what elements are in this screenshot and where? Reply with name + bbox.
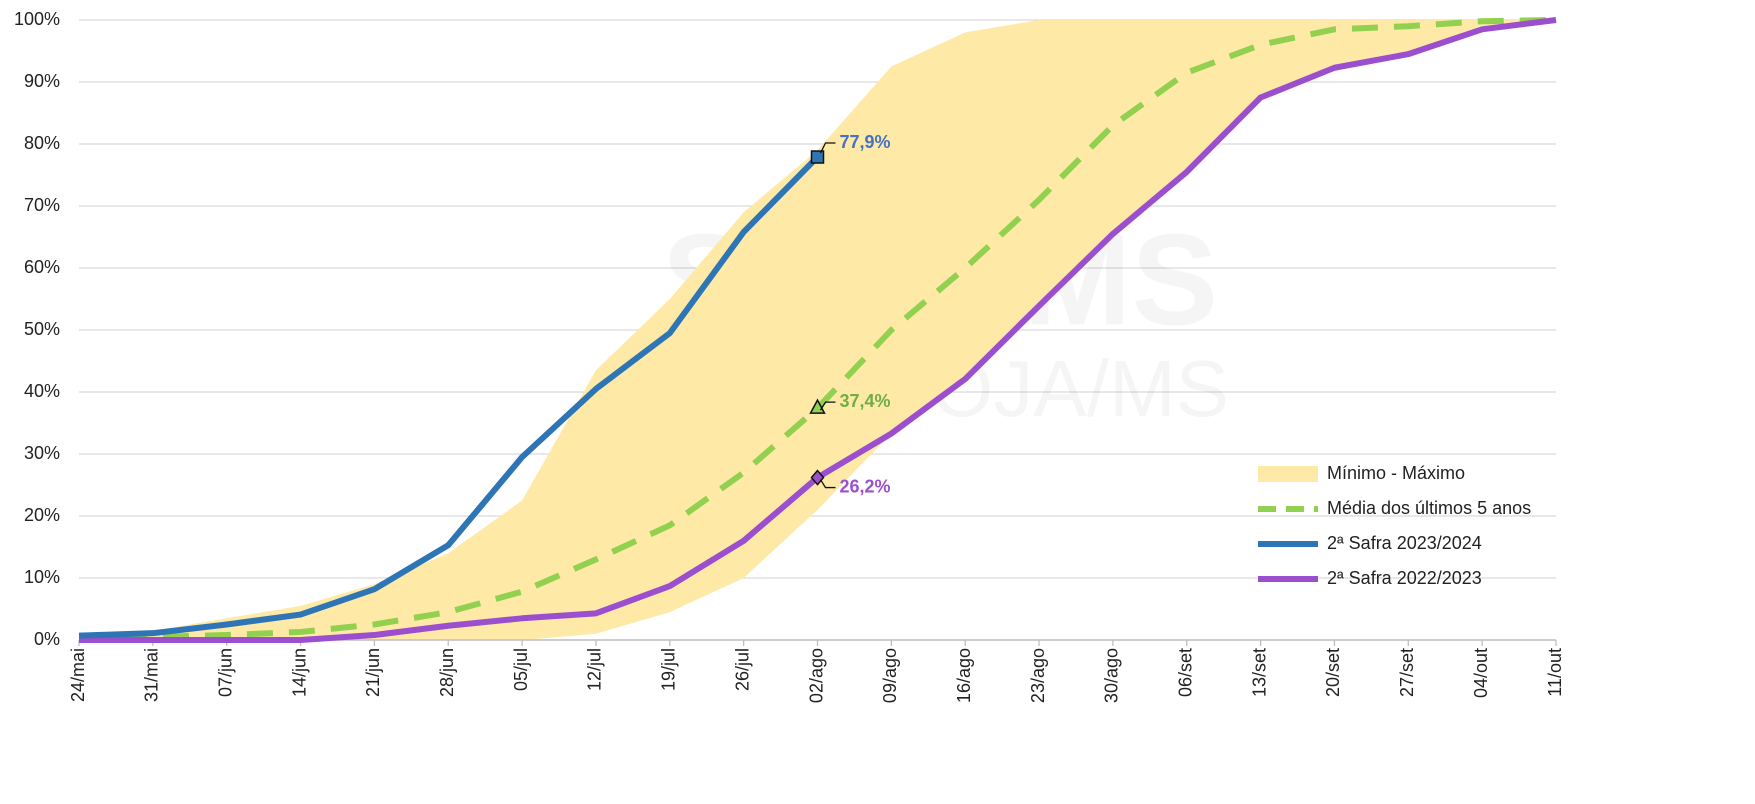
y-tick-label: 90% <box>24 71 60 91</box>
legend-label: Média dos últimos 5 anos <box>1327 498 1531 518</box>
y-tick-label: 80% <box>24 133 60 153</box>
x-tick-label: 12/jul <box>585 648 605 691</box>
x-tick-label: 07/jun <box>215 648 235 697</box>
y-tick-label: 70% <box>24 195 60 215</box>
x-tick-label: 13/set <box>1249 648 1269 697</box>
legend-label: Mínimo - Máximo <box>1327 463 1465 483</box>
y-tick-label: 30% <box>24 443 60 463</box>
data-label: 26,2% <box>840 476 891 496</box>
leader-line <box>819 142 836 154</box>
y-tick-label: 40% <box>24 381 60 401</box>
y-tick-label: 10% <box>24 567 60 587</box>
x-tick-label: 09/ago <box>880 648 900 703</box>
x-tick-label: 04/out <box>1471 648 1491 698</box>
x-tick-label: 02/ago <box>806 648 826 703</box>
x-tick-label: 11/out <box>1545 648 1565 697</box>
marker <box>810 469 825 486</box>
leader-line <box>819 401 836 411</box>
y-tick-label: 0% <box>34 629 60 649</box>
x-tick-label: 16/ago <box>954 648 974 703</box>
marker <box>810 150 825 164</box>
x-tick-label: 30/ago <box>1102 648 1122 703</box>
x-tick-label: 14/jun <box>289 648 309 697</box>
y-tick-label: 50% <box>24 319 60 339</box>
x-tick-label: 06/set <box>1176 648 1196 697</box>
x-tick-label: 28/jun <box>437 648 457 697</box>
x-tick-label: 27/set <box>1397 648 1417 697</box>
x-tick-label: 23/ago <box>1028 648 1048 703</box>
x-tick-label: 20/set <box>1323 648 1343 697</box>
x-tick-label: 31/mai <box>142 648 162 702</box>
y-tick-label: 60% <box>24 257 60 277</box>
y-tick-label: 100% <box>14 9 60 29</box>
data-label: 37,4% <box>840 391 891 411</box>
x-tick-label: 05/jul <box>511 648 531 691</box>
x-tick-label: 26/jul <box>732 648 752 691</box>
leader-line <box>819 479 836 489</box>
x-tick-label: 21/jun <box>363 648 383 697</box>
x-tick-label: 24/mai <box>68 648 88 702</box>
min-max-band <box>79 20 1556 640</box>
legend-label: 2ª Safra 2022/2023 <box>1327 568 1482 588</box>
legend-swatch <box>1258 466 1318 482</box>
data-label: 77,9% <box>840 132 891 152</box>
y-tick-label: 20% <box>24 505 60 525</box>
x-tick-label: 19/jul <box>659 648 679 691</box>
series-line <box>78 154 820 639</box>
legend-label: 2ª Safra 2023/2024 <box>1327 533 1482 553</box>
